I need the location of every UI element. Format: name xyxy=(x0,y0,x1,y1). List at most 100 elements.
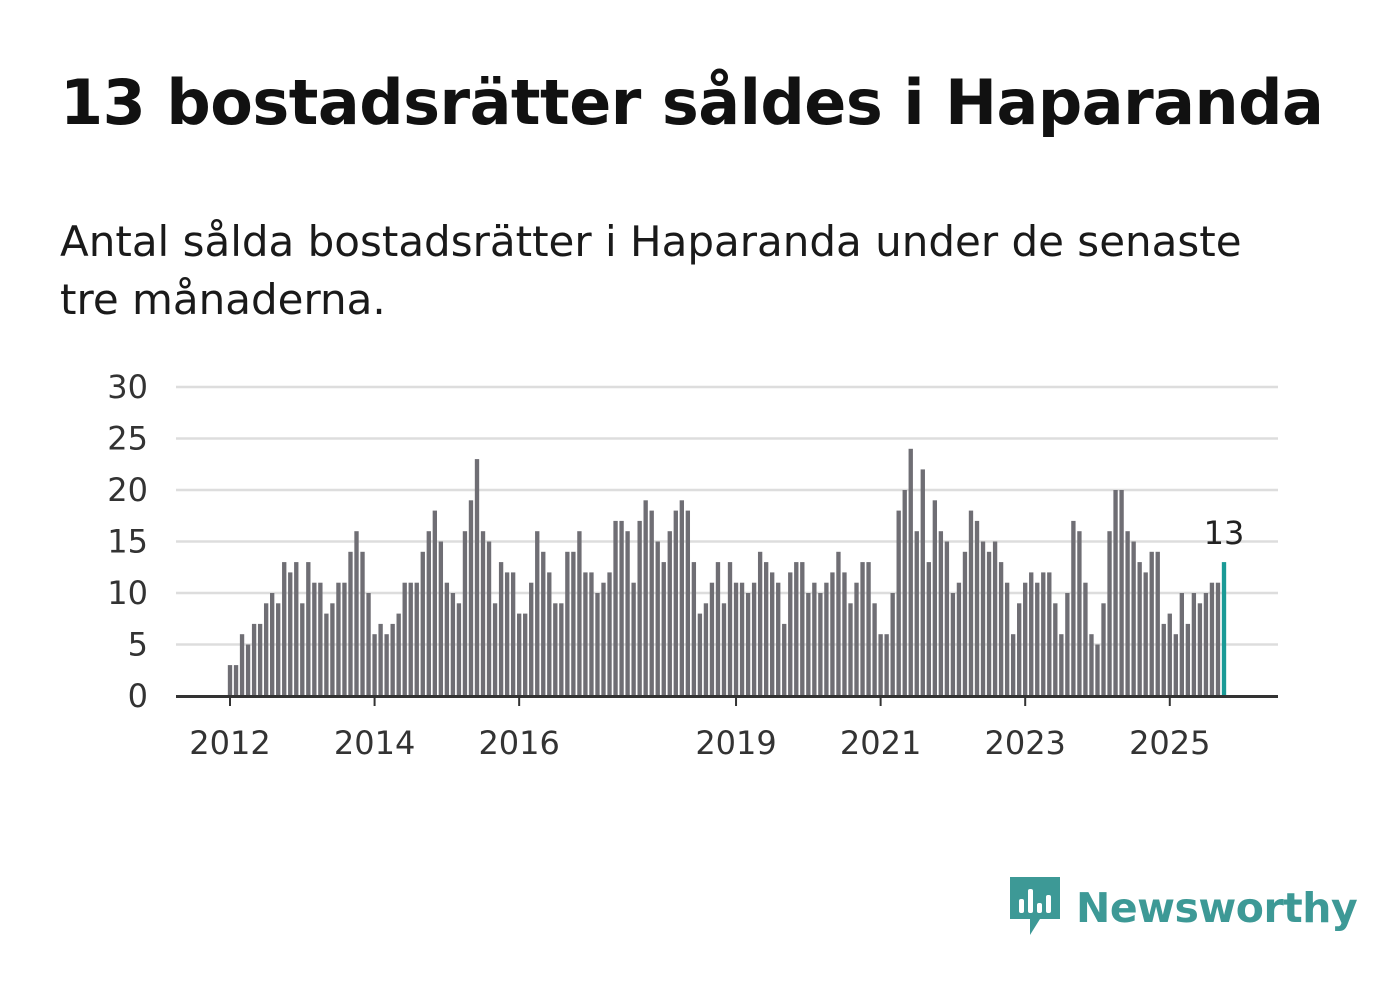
bar xyxy=(456,603,462,696)
bar xyxy=(366,593,371,696)
bar xyxy=(625,531,630,696)
bar xyxy=(878,634,883,696)
bar xyxy=(1185,623,1191,696)
bar xyxy=(1143,572,1148,696)
bar xyxy=(709,582,715,696)
bar xyxy=(414,582,419,696)
bar xyxy=(1004,582,1010,696)
bar xyxy=(257,623,263,696)
bar xyxy=(1077,531,1082,696)
chart-subtitle: Antal sålda bostadsrätter i Haparanda un… xyxy=(60,217,1242,324)
bar xyxy=(920,469,925,696)
y-tick-label: 20 xyxy=(107,471,148,509)
bar xyxy=(842,572,847,696)
bar xyxy=(691,562,697,696)
bar xyxy=(390,623,395,696)
x-tick-label: 2021 xyxy=(840,724,921,762)
bar xyxy=(794,562,799,696)
bar xyxy=(1017,603,1022,696)
bar xyxy=(1197,603,1203,696)
bar xyxy=(866,562,871,696)
bar xyxy=(251,623,257,696)
bar xyxy=(348,551,353,696)
bar xyxy=(631,582,636,696)
brand-name: Newsworthy xyxy=(1076,884,1358,932)
bar xyxy=(523,613,528,696)
bar xyxy=(239,634,245,696)
bar xyxy=(673,510,678,696)
bar xyxy=(902,490,907,696)
bar xyxy=(516,613,522,696)
bar xyxy=(998,562,1004,696)
bar xyxy=(360,551,365,696)
bar xyxy=(1095,644,1100,696)
bar xyxy=(848,603,853,696)
bar xyxy=(619,520,624,696)
bar xyxy=(1119,490,1124,696)
bar xyxy=(227,665,233,696)
bar xyxy=(685,510,691,696)
chart-title: 13 bostadsrätter såldes i Haparanda xyxy=(60,66,1324,139)
y-tick-label: 10 xyxy=(107,574,148,612)
bar xyxy=(1023,582,1028,696)
bar xyxy=(498,562,504,696)
bar xyxy=(1149,551,1154,696)
bar xyxy=(968,510,974,696)
y-tick-label: 5 xyxy=(128,626,148,664)
y-tick-label: 30 xyxy=(107,368,148,406)
bar xyxy=(1083,582,1088,696)
bar xyxy=(402,582,407,696)
bar xyxy=(312,582,317,696)
bar xyxy=(806,593,811,696)
bar xyxy=(372,634,377,696)
bar xyxy=(384,634,389,696)
bar xyxy=(1137,562,1142,696)
bar xyxy=(824,582,829,696)
bar xyxy=(1179,593,1184,696)
bar xyxy=(763,562,769,696)
bar xyxy=(535,531,540,696)
bar xyxy=(474,459,480,696)
bar xyxy=(595,593,600,696)
bar xyxy=(757,551,763,696)
bar xyxy=(751,582,757,696)
bar xyxy=(613,520,618,696)
bar xyxy=(1167,613,1172,696)
bar xyxy=(1209,582,1215,696)
bar xyxy=(450,593,456,696)
bar xyxy=(1053,603,1058,696)
bar xyxy=(788,572,793,696)
gridlines xyxy=(176,385,1278,646)
bar xyxy=(354,531,359,696)
brand-logo[interactable]: Newsworthy xyxy=(1010,877,1358,938)
bar xyxy=(649,510,654,696)
x-axis-ticks: 2012 2014 2016 2019 2021 2023 2025 xyxy=(189,696,1211,762)
bar xyxy=(962,551,968,696)
bar xyxy=(655,541,660,696)
bar xyxy=(872,603,877,696)
bar xyxy=(1131,541,1136,696)
bar xyxy=(703,603,709,696)
bar xyxy=(432,510,437,696)
bar xyxy=(607,572,612,696)
bar xyxy=(276,603,281,696)
bar xyxy=(1041,572,1046,696)
bar xyxy=(462,531,468,696)
bar xyxy=(1173,634,1178,696)
bar xyxy=(944,541,950,696)
bar xyxy=(438,541,444,696)
bar xyxy=(300,603,305,696)
bar xyxy=(890,593,895,696)
bar xyxy=(342,582,347,696)
bar xyxy=(324,613,329,696)
bar xyxy=(745,593,751,696)
bar xyxy=(565,551,570,696)
bar xyxy=(408,582,413,696)
data-labels: 13 xyxy=(1204,514,1245,552)
bar xyxy=(589,572,594,696)
bar xyxy=(1029,572,1034,696)
bar xyxy=(926,562,931,696)
bar xyxy=(1203,593,1209,696)
bar xyxy=(860,562,865,696)
